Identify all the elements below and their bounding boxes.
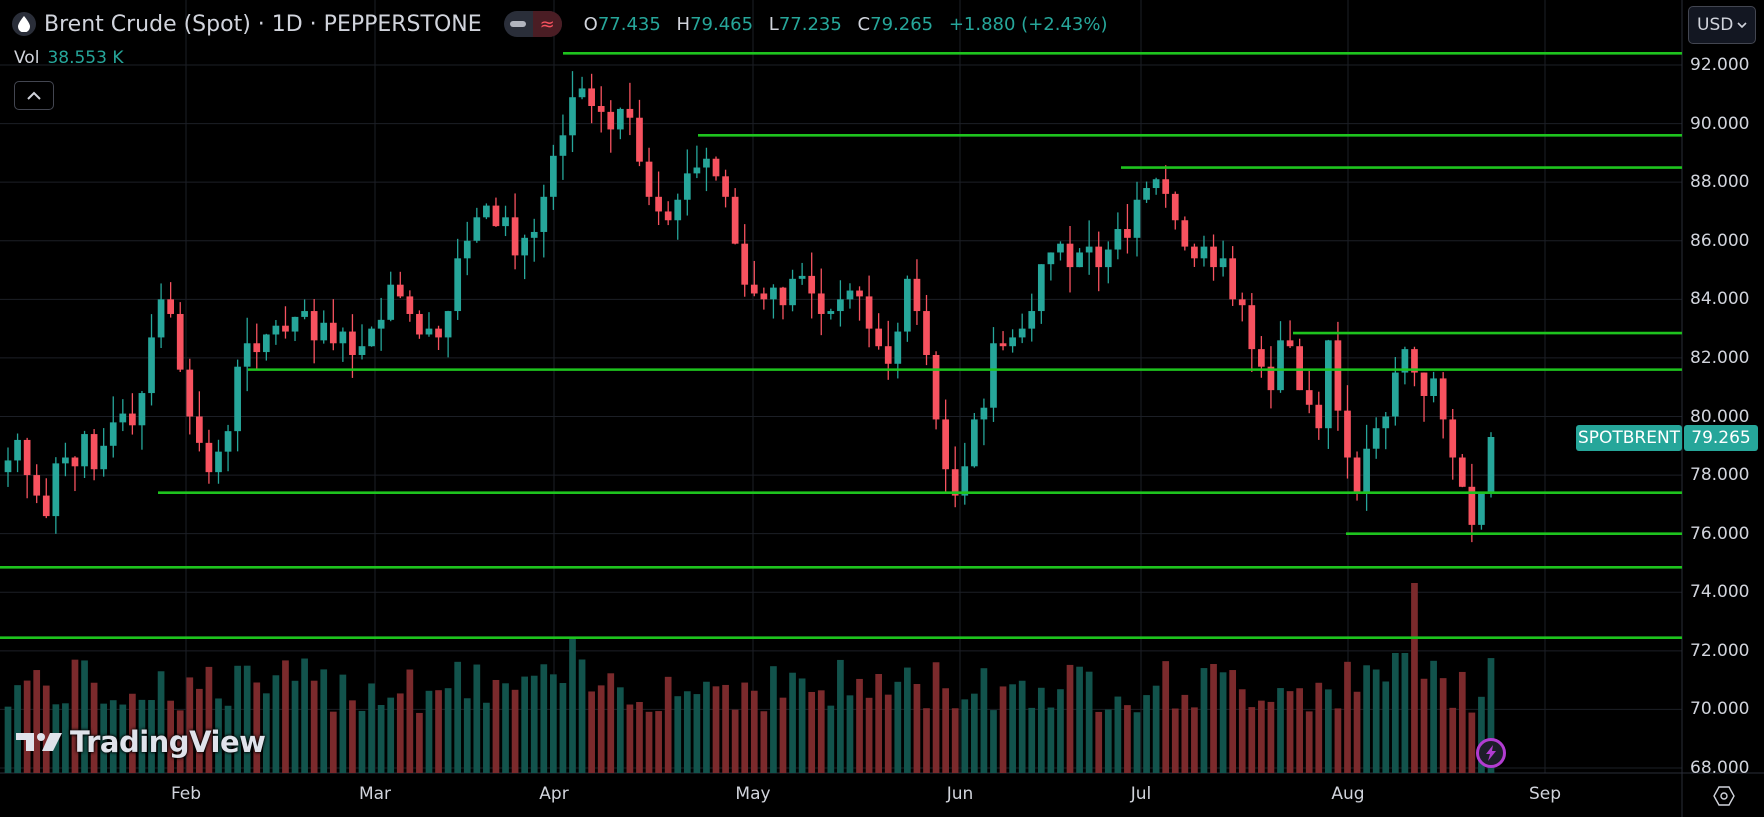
- price-axis-label: 84.000: [1690, 289, 1750, 310]
- approx-icon[interactable]: ≈: [532, 11, 562, 37]
- price-axis-label: 82.000: [1690, 347, 1750, 368]
- time-axis-label: Feb: [170, 784, 202, 804]
- settings-hexagon-icon: [1712, 786, 1735, 806]
- tradingview-wordmark: TradingView: [70, 725, 266, 759]
- chart-settings-button[interactable]: [1683, 777, 1764, 815]
- symbol-legend: Brent Crude (Spot) · 1D · PEPPERSTONE ≈ …: [12, 10, 1118, 38]
- price-axis-label: 68.000: [1690, 758, 1750, 778]
- price-axis-label: 92.000: [1690, 55, 1750, 75]
- open-value: 77.435: [597, 13, 661, 35]
- time-axis-label: Jul: [1130, 784, 1152, 804]
- candlesticks: [4, 71, 1495, 543]
- price-axis-label: 72.000: [1690, 640, 1750, 661]
- price-axis-label: 86.000: [1690, 230, 1750, 251]
- price-axis-label: 74.000: [1690, 582, 1750, 603]
- low-value: 77.235: [778, 13, 842, 35]
- price-axis-label: 76.000: [1690, 523, 1750, 544]
- time-axis-label: Sep: [1528, 784, 1562, 804]
- price-axis-label: 80.000: [1690, 406, 1750, 427]
- time-axis-label: Aug: [1331, 784, 1365, 804]
- close-value: 79.265: [870, 13, 934, 35]
- price-axis-label: 70.000: [1690, 699, 1750, 720]
- time-axis-label: Apr: [539, 784, 569, 804]
- close-label: C: [857, 13, 871, 35]
- time-axis-label: May: [735, 784, 771, 804]
- open-label: O: [583, 13, 598, 35]
- hide-icon[interactable]: [504, 11, 533, 37]
- volume-bars: [4, 583, 1495, 773]
- price-axis-label: 78.000: [1690, 465, 1750, 486]
- ohlc-values: O77.435 H79.465 L77.235 C79.265 +1.880 (…: [584, 14, 1118, 35]
- volume-value: 38.553 K: [47, 48, 124, 68]
- time-axis-label: Jun: [946, 784, 974, 804]
- collapse-legend-button[interactable]: [14, 81, 54, 110]
- lightning-alert-button[interactable]: [1476, 738, 1506, 768]
- price-axis-label: 88.000: [1690, 172, 1750, 193]
- indicator-toggle[interactable]: ≈: [503, 11, 562, 37]
- volume-legend: Vol 38.553 K: [14, 48, 123, 68]
- currency-select[interactable]: USD: [1688, 6, 1756, 44]
- high-label: H: [676, 13, 691, 35]
- horizontal-levels[interactable]: [0, 51, 1682, 639]
- time-axis-label: Mar: [358, 784, 392, 804]
- high-value: 79.465: [690, 13, 754, 35]
- tv-logo-icon: [16, 733, 62, 751]
- tradingview-logo[interactable]: TradingView: [16, 725, 266, 759]
- grid-lines: [0, 0, 1682, 773]
- change-value: +1.880 (+2.43%): [948, 13, 1108, 35]
- price-axis-label: 90.000: [1690, 113, 1750, 134]
- low-label: L: [768, 13, 779, 35]
- volume-label: Vol: [14, 48, 40, 68]
- chevron-up-icon: [27, 91, 41, 100]
- symbol-tag: SPOTBRENT: [1576, 425, 1682, 451]
- droplet-icon: [12, 12, 36, 36]
- last-price-value: 79.265: [1684, 425, 1758, 451]
- chevron-down-icon: [1737, 22, 1747, 28]
- currency-label: USD: [1697, 15, 1734, 35]
- symbol-title[interactable]: Brent Crude (Spot) · 1D · PEPPERSTONE: [44, 11, 482, 37]
- lightning-icon: [1486, 745, 1496, 761]
